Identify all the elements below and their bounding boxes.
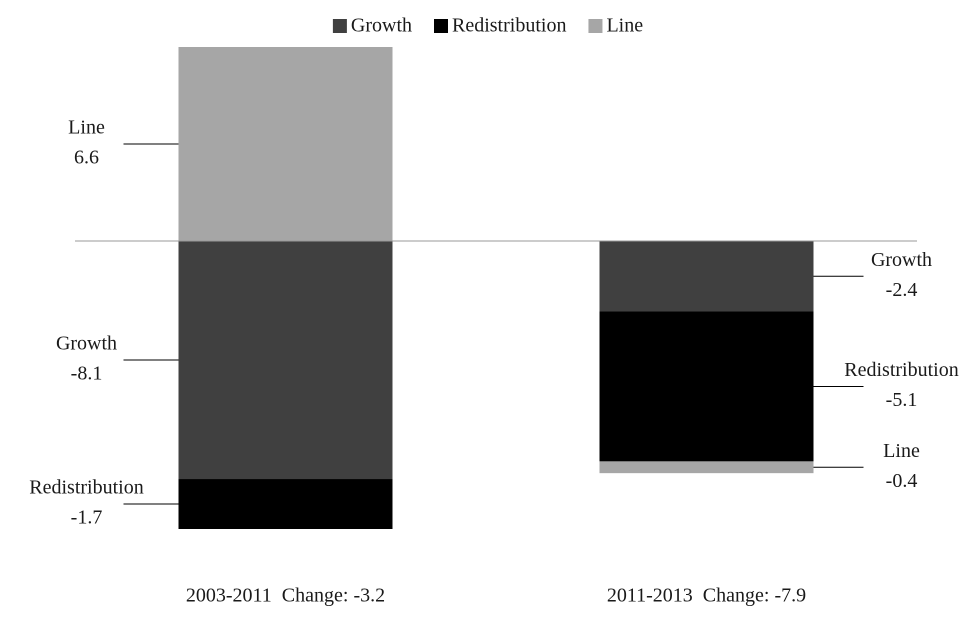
bar-segment — [599, 240, 814, 312]
data-label-value: -1.7 — [71, 507, 103, 529]
bar-segment — [178, 47, 393, 241]
legend-swatch — [588, 19, 603, 33]
data-label-name: Growth — [871, 249, 932, 271]
bar-segment — [599, 311, 814, 462]
data-label-name: Line — [883, 440, 920, 462]
data-label-name: Redistribution — [844, 359, 958, 381]
bar-segment — [178, 240, 393, 480]
x-tick-label: 2011-2013 Change: -7.9 — [607, 585, 806, 607]
legend-label: Line — [606, 15, 643, 37]
data-label-value: -5.1 — [886, 389, 918, 411]
data-label-name: Redistribution — [29, 477, 143, 499]
legend-swatch — [434, 19, 448, 33]
data-label-value: -8.1 — [71, 363, 103, 385]
legend-label: Growth — [351, 15, 412, 37]
legend-label: Redistribution — [452, 15, 566, 37]
data-label-value: 6.6 — [74, 147, 99, 169]
data-label-value: -2.4 — [886, 279, 918, 301]
data-label-name: Line — [68, 117, 105, 139]
x-tick-label: 2003-2011 Change: -3.2 — [186, 585, 385, 607]
data-label-name: Growth — [56, 333, 117, 355]
legend-swatch — [332, 19, 347, 33]
bar-segment — [178, 479, 393, 529]
data-label-value: -0.4 — [886, 470, 918, 492]
bar-segment — [599, 461, 814, 474]
